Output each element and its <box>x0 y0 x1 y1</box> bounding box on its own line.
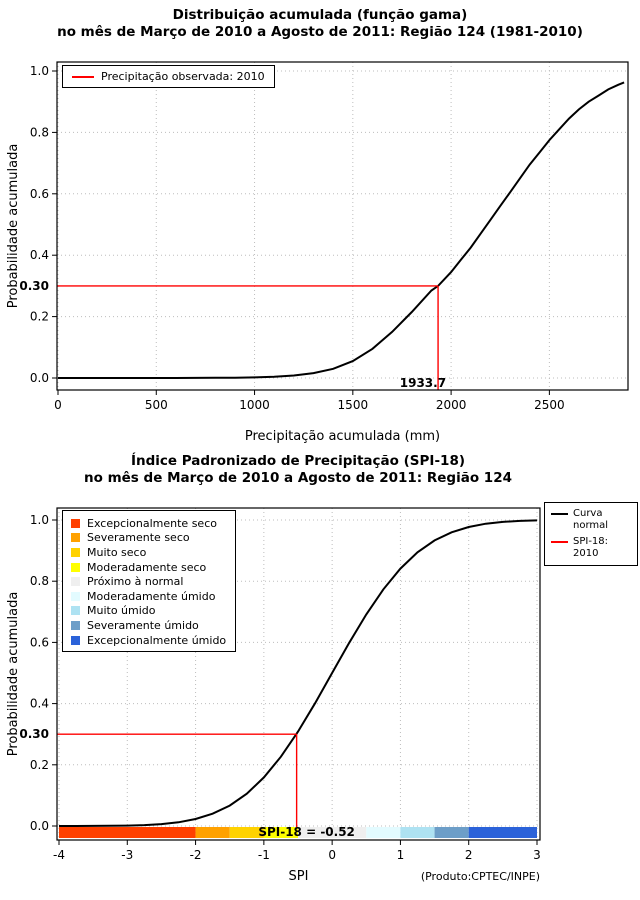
category-label: Excepcionalmente úmido <box>87 633 227 647</box>
x-tick-label: 2500 <box>534 398 565 412</box>
figure1-y-axis-label: Probabilidade acumulada <box>6 143 21 309</box>
category-swatch-icon <box>71 577 80 587</box>
category-label: Moderadamente seco <box>87 560 207 574</box>
gamma-cdf-curve <box>58 81 625 379</box>
category-label: Severamente seco <box>87 531 190 545</box>
y-tick-label: 0.6 <box>30 635 49 649</box>
spi-colorbar-segment <box>400 827 435 838</box>
spi-category-item: Excepcionalmente úmido <box>71 633 226 648</box>
legend-line-sample <box>551 541 568 543</box>
curve-legend: Curva normal SPI-18: 2010 <box>544 502 638 566</box>
x-tick-label: 1000 <box>239 398 270 412</box>
marker-x-label: 1933.7 <box>400 376 446 390</box>
category-label: Muito seco <box>87 545 147 559</box>
category-label: Excepcionalmente seco <box>87 516 217 530</box>
figure2-title: Índice Padronizado de Precipitação (SPI-… <box>40 453 556 487</box>
curve-legend-label: SPI-18: 2010 <box>573 536 609 559</box>
figure1-x-axis-label: Precipitação acumulada (mm) <box>244 429 441 444</box>
category-swatch-icon <box>71 620 80 630</box>
y-tick-label: 0.4 <box>30 248 49 262</box>
spi-category-item: Moderadamente seco <box>71 560 226 575</box>
x-tick-label: 1500 <box>338 398 369 412</box>
figure1-title-line2: no mês de Março de 2010 a Agosto de 2011… <box>57 24 583 40</box>
curve-legend-item: SPI-18: 2010 <box>551 536 631 560</box>
x-tick-label: 1 <box>397 848 405 862</box>
x-tick-label: 0 <box>54 398 62 412</box>
spi-colorbar-segment <box>229 827 264 838</box>
x-tick-label: -4 <box>53 848 65 862</box>
spi-value-label: SPI-18 = -0.52 <box>258 825 355 839</box>
spi-category-item: Muito seco <box>71 545 226 560</box>
gamma-cdf-plot: 0 500 1000 1500 2000 2500 0.0 0.2 0.4 0.6 0.8 1.0 0.… <box>19 61 629 412</box>
curve-legend-label: Curva normal <box>573 508 609 531</box>
spi-category-item: Severamente úmido <box>71 618 226 633</box>
category-swatch-icon <box>71 533 80 543</box>
figure1-title-line1: Distribuição acumulada (função gama) <box>172 7 468 23</box>
spi-colorbar-segment <box>195 827 230 838</box>
y-tick-label: 0.4 <box>30 697 49 711</box>
spi-category-item: Muito úmido <box>71 604 226 619</box>
legend-line-sample <box>72 75 94 78</box>
spi-category-item: Excepcionalmente seco <box>71 516 226 531</box>
category-label: Próximo à normal <box>87 575 184 589</box>
plot-box <box>56 61 629 391</box>
category-swatch-icon <box>71 635 80 645</box>
spi-colorbar-segment <box>366 827 401 838</box>
category-label: Muito úmido <box>87 604 156 618</box>
category-swatch-icon <box>71 562 80 572</box>
spi-category-item: Severamente seco <box>71 531 226 546</box>
y-tick-label: 0.0 <box>30 819 49 833</box>
category-swatch-icon <box>71 606 80 616</box>
x-tick-label: -2 <box>190 848 202 862</box>
spi-category-item: Próximo à normal <box>71 574 226 589</box>
x-tick-label: 500 <box>145 398 168 412</box>
marker-y-label: 0.30 <box>19 279 49 293</box>
category-label: Severamente úmido <box>87 618 199 632</box>
product-credit: (Produto:CPTEC/INPE) <box>420 870 540 883</box>
category-swatch-icon <box>71 518 80 528</box>
x-tick-label: 3 <box>533 848 541 862</box>
y-tick-label: 0.0 <box>30 371 49 385</box>
spi-category-item: Moderadamente úmido <box>71 589 226 604</box>
legend-line-sample <box>551 513 568 515</box>
x-tick-label: 0 <box>328 848 336 862</box>
figure2-title-line1: Índice Padronizado de Precipitação (SPI-… <box>130 453 466 469</box>
figure1-legend: Precipitação observada: 2010 <box>62 65 275 88</box>
spi-colorbar-segment <box>298 827 367 838</box>
y-tick-label: 0.6 <box>30 187 49 201</box>
x-tick-label: 2000 <box>436 398 467 412</box>
figure1-title: Distribuição acumulada (função gama) no … <box>0 7 640 41</box>
spi-colorbar-segment <box>263 827 298 838</box>
figure1-legend-label: Precipitação observada: 2010 <box>101 70 265 83</box>
spi-category-legend: Excepcionalmente seco Severamente seco Mui… <box>62 510 237 653</box>
figure2-title-line2: no mês de Março de 2010 a Agosto de 2011… <box>84 470 512 486</box>
category-swatch-icon <box>71 591 80 601</box>
y-tick-label: 1.0 <box>30 513 49 527</box>
figure2-y-axis-label: Probabilidade acumulada <box>6 591 21 757</box>
spi-colorbar-segment <box>468 827 537 838</box>
plot-box <box>56 507 541 841</box>
spi-colorbar-segment <box>59 827 196 838</box>
x-tick-label: -1 <box>258 848 270 862</box>
category-label: Moderadamente úmido <box>87 589 216 603</box>
category-swatch-icon <box>71 547 80 557</box>
x-tick-label: 2 <box>465 848 473 862</box>
figure2-x-axis-label: SPI <box>288 869 309 884</box>
y-tick-label: 0.2 <box>30 758 49 772</box>
normal-cdf-curve <box>59 519 538 827</box>
marker-y-label: 0.30 <box>19 727 49 741</box>
y-tick-label: 0.8 <box>30 125 49 139</box>
y-tick-label: 0.2 <box>30 310 49 324</box>
x-tick-label: -3 <box>121 848 133 862</box>
spi-colorbar-segment <box>434 827 469 838</box>
y-tick-label: 1.0 <box>30 64 49 78</box>
curve-legend-item: Curva normal <box>551 508 631 532</box>
y-tick-label: 0.8 <box>30 574 49 588</box>
